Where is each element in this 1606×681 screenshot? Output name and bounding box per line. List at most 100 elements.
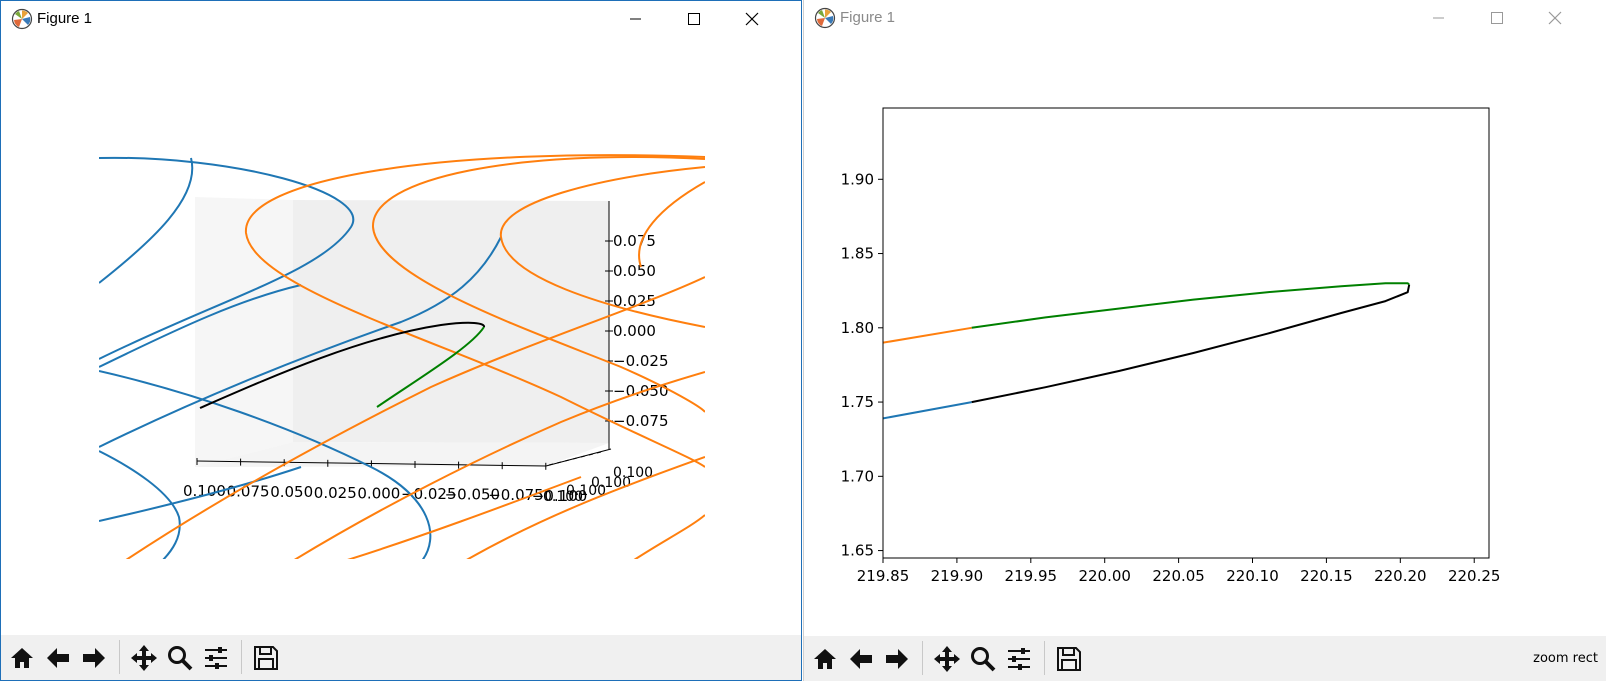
z-tick-label: −0.075 [613,412,669,430]
arrow-right-icon [886,649,908,669]
series-orange-curve [125,276,705,559]
pan-button[interactable] [930,642,964,676]
x-tick-label: 220.00 [1078,567,1131,585]
x-tick-group: 0.100 0.075 0.050 0.025 0.000 −0.025−0.050−0.… [183,458,587,505]
minimize-button[interactable] [1416,0,1462,36]
series-line [971,282,1410,329]
series-line [971,284,1411,404]
pan-button[interactable] [127,641,161,675]
x-tick-label: 0.050 [270,483,313,501]
navigation-toolbar: zoom rect [804,636,1606,681]
series-black-curve [199,321,485,409]
maximize-icon [1491,12,1503,24]
subplots-button[interactable] [1002,642,1036,676]
home-icon [814,649,836,669]
y-tick-group: 1.65 1.70 1.75 1.80 1.85 1.90 [841,170,883,560]
window-title: Figure 1 [840,9,896,26]
maximize-button[interactable] [671,1,717,37]
forward-button[interactable] [880,642,914,676]
series-blue-curve [99,236,502,448]
matplotlib-logo-icon [11,8,33,30]
subplots-button[interactable] [199,641,233,675]
magnifier-icon [168,646,193,671]
title-bar[interactable]: Figure 1 [804,0,1606,36]
y-tick-label: 1.90 [841,170,874,188]
close-button[interactable] [1532,0,1578,36]
series-blue-curve [99,156,355,360]
title-bar[interactable]: Figure 1 [1,1,801,37]
x-tick-label: 0.000 [357,484,400,502]
series-blue-curve [99,284,302,368]
toolbar-separator [119,640,120,674]
figure-window-left: Figure 1 0.075 0.050 0.025 0.000 −0.025 −0.05… [0,0,802,681]
x-tick-label: 0.025 [314,484,357,502]
sliders-icon [1008,648,1030,670]
save-button[interactable] [1052,642,1086,676]
z-tick-label: −0.025 [613,352,669,370]
y-tick-label-clutter: 0.100 [566,483,606,499]
home-icon [11,648,33,668]
plot-frame [882,107,1490,559]
line-chart[interactable]: 219.85 219.90 219.95 220.00 220.05 220.10 220.… [804,36,1606,636]
floppy-icon [1057,647,1081,671]
x-tick-label: 220.15 [1300,567,1353,585]
series-orange-curve [294,371,705,559]
x-tick-label: −0.100 [532,487,588,505]
zoom-button[interactable] [163,641,197,675]
pane-back [293,200,609,443]
series-orange-curve [244,154,705,468]
home-button[interactable] [808,642,842,676]
back-button[interactable] [844,642,878,676]
close-button[interactable] [729,1,775,37]
series-orange-curve [633,514,705,559]
home-button[interactable] [5,641,39,675]
x-tick-label: 220.20 [1374,567,1427,585]
series-line [883,401,972,420]
move-icon [131,645,157,671]
x-tick-label: 220.05 [1152,567,1205,585]
series-orange-curve [499,166,705,328]
arrow-right-icon [83,648,105,668]
y-tick-label: 1.75 [841,393,874,411]
maximize-icon [688,13,700,25]
x-tick-label: −0.075 [488,486,544,504]
z-tick-group: 0.075 0.050 0.025 0.000 −0.025 −0.050 −0.075 [605,232,669,430]
series-blue-curve [99,370,432,559]
x-tick-label: −0.050 [445,486,501,504]
series-green-curve [376,326,485,408]
close-icon [1548,11,1562,25]
move-icon [934,646,960,672]
x-tick-label: 219.90 [931,567,984,585]
zoom-button[interactable] [966,642,1000,676]
series-blue-curve [99,450,181,559]
toolbar-separator [1044,641,1045,675]
magnifier-icon [971,647,996,672]
z-tick-label: 0.075 [613,232,656,250]
maximize-button[interactable] [1474,0,1520,36]
back-button[interactable] [41,641,75,675]
series-orange-curve [466,456,705,559]
y-tick-label-clutter: 0.100 [613,465,653,481]
z-tick-label: 0.025 [613,292,656,310]
matplotlib-logo-icon [814,7,836,29]
x-tick-label: 220.10 [1226,567,1279,585]
x-tick-label: 219.95 [1005,567,1058,585]
x-tick-label: 219.85 [857,567,910,585]
figure-window-right: Figure 1 219.85 219.90 219.95 220.00 220.05 2… [803,0,1606,681]
y-tick-label: 1.65 [841,542,874,560]
sliders-icon [205,647,227,669]
chart-series-group [883,282,1411,420]
forward-button[interactable] [77,641,111,675]
series-line [883,326,972,344]
minimize-button[interactable] [613,1,659,37]
floppy-icon [254,646,278,670]
y-tick-group: 0.100 0.100 0.100 0.100 [543,451,653,505]
arrow-left-icon [850,649,872,669]
series-orange-curve [347,476,582,559]
status-message: zoom rect [1533,651,1598,666]
y-tick-label: 1.85 [841,245,874,263]
y-tick-label: 0.100 [543,489,583,505]
save-button[interactable] [249,641,283,675]
close-icon [745,12,759,26]
